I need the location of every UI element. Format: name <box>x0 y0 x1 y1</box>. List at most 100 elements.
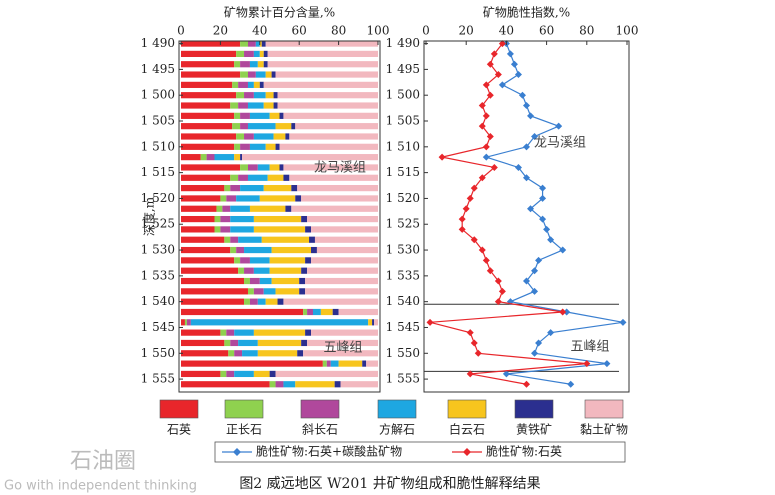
bar-segment <box>257 298 266 305</box>
point-marker <box>559 246 567 254</box>
bar-segment <box>299 288 306 295</box>
bar-segment <box>238 81 248 88</box>
x-tick-label: 80 <box>579 24 594 38</box>
bar-segment <box>238 174 248 181</box>
y-tick-label: 1 555 <box>141 372 175 386</box>
point-marker <box>498 40 506 48</box>
bar-segment <box>340 381 378 388</box>
bar-segment <box>311 226 378 233</box>
y-tick-label: 1 555 <box>386 372 420 386</box>
point-marker <box>531 267 539 275</box>
y-tick-label: 1 530 <box>386 243 420 257</box>
point-marker <box>514 163 522 171</box>
bar-segment <box>214 226 221 233</box>
bar-segment <box>247 102 264 109</box>
bar-segment <box>230 339 239 347</box>
bar-segment <box>230 102 239 109</box>
legend-label: 黏土矿物 <box>580 423 628 437</box>
bar-segment <box>181 164 241 171</box>
point-marker <box>478 246 486 254</box>
bar-segment <box>279 164 284 171</box>
legend-swatch <box>377 399 417 419</box>
bar-segment <box>236 50 245 58</box>
bar-segment <box>259 40 262 47</box>
y-tick-label: 1 525 <box>386 217 420 231</box>
bar-segment <box>226 329 235 336</box>
bar-segment <box>234 329 254 336</box>
bar-segment <box>253 267 270 274</box>
bar-segment <box>230 226 254 233</box>
point-marker <box>466 194 474 202</box>
bar-segment <box>238 267 245 274</box>
bar-segment <box>230 185 241 192</box>
point-marker <box>482 112 490 120</box>
bar-segment <box>269 164 280 171</box>
bar-segment <box>232 123 241 130</box>
y-tick-label: 1 545 <box>141 320 175 334</box>
bar-segment <box>305 257 312 264</box>
bar-segment <box>265 71 272 78</box>
x-tick-label: 100 <box>616 24 639 38</box>
bar-segment <box>303 308 308 316</box>
bar-segment <box>263 61 268 68</box>
bar-segment <box>283 164 378 171</box>
formation-label: 龙马溪组 <box>534 136 586 151</box>
bar-segment <box>312 308 321 316</box>
x-tick-label: 20 <box>459 24 474 38</box>
bar-segment <box>181 92 237 99</box>
bar-segment <box>238 236 262 243</box>
bar-segment <box>283 174 290 181</box>
legend-swatch <box>584 399 624 419</box>
y-tick-label: 1 515 <box>386 165 420 179</box>
bar-segment <box>273 133 286 140</box>
point-marker <box>478 102 486 110</box>
bar-segment <box>291 185 298 192</box>
x-tick-label: 40 <box>252 24 267 38</box>
bar-segment <box>301 267 308 274</box>
line-legend-frame <box>214 441 626 463</box>
bar-segment <box>291 123 296 130</box>
bar-segment <box>283 298 378 305</box>
bar-segment <box>279 143 378 150</box>
bar-segment <box>181 174 231 181</box>
bar-segment <box>230 236 239 243</box>
bar-segment <box>244 277 250 285</box>
point-marker <box>478 122 486 130</box>
point-marker <box>523 174 530 182</box>
bar-segment <box>259 195 296 202</box>
bar-segment <box>295 195 302 202</box>
caption: 图2 威远地区 W201 井矿物组成和脆性解释结果 <box>239 475 540 492</box>
bar-segment <box>220 195 227 202</box>
x-tick-label: 40 <box>499 24 514 38</box>
bar-segment <box>236 133 245 140</box>
point-marker <box>494 71 502 79</box>
bar-segment <box>277 102 378 109</box>
bar-segment <box>181 154 201 161</box>
bar-segment <box>240 71 248 78</box>
bar-segment <box>181 339 225 347</box>
point-marker <box>531 349 539 357</box>
bar-segment <box>226 370 235 378</box>
bar-segment <box>320 308 333 316</box>
bar-segment <box>301 339 308 347</box>
legend-label: 白云石 <box>449 422 485 437</box>
x-tick-label: 20 <box>213 24 228 38</box>
point-marker <box>482 256 490 264</box>
bar-segment <box>206 154 215 161</box>
bar-segment <box>181 246 231 254</box>
bar-segment <box>240 40 248 47</box>
point-marker <box>543 225 551 233</box>
point-marker <box>514 71 522 79</box>
bar-segment <box>249 257 270 264</box>
point-marker <box>559 308 567 316</box>
bar-segment <box>247 164 258 171</box>
bar-segment <box>228 350 235 357</box>
bar-segment <box>181 205 217 212</box>
bar-segment <box>181 267 239 274</box>
bar-segment <box>181 102 231 109</box>
bar-segment <box>236 92 245 99</box>
y-tick-label: 1 520 <box>386 191 420 205</box>
bar-segment <box>283 112 378 119</box>
y-tick-label: 1 520 <box>141 191 175 205</box>
